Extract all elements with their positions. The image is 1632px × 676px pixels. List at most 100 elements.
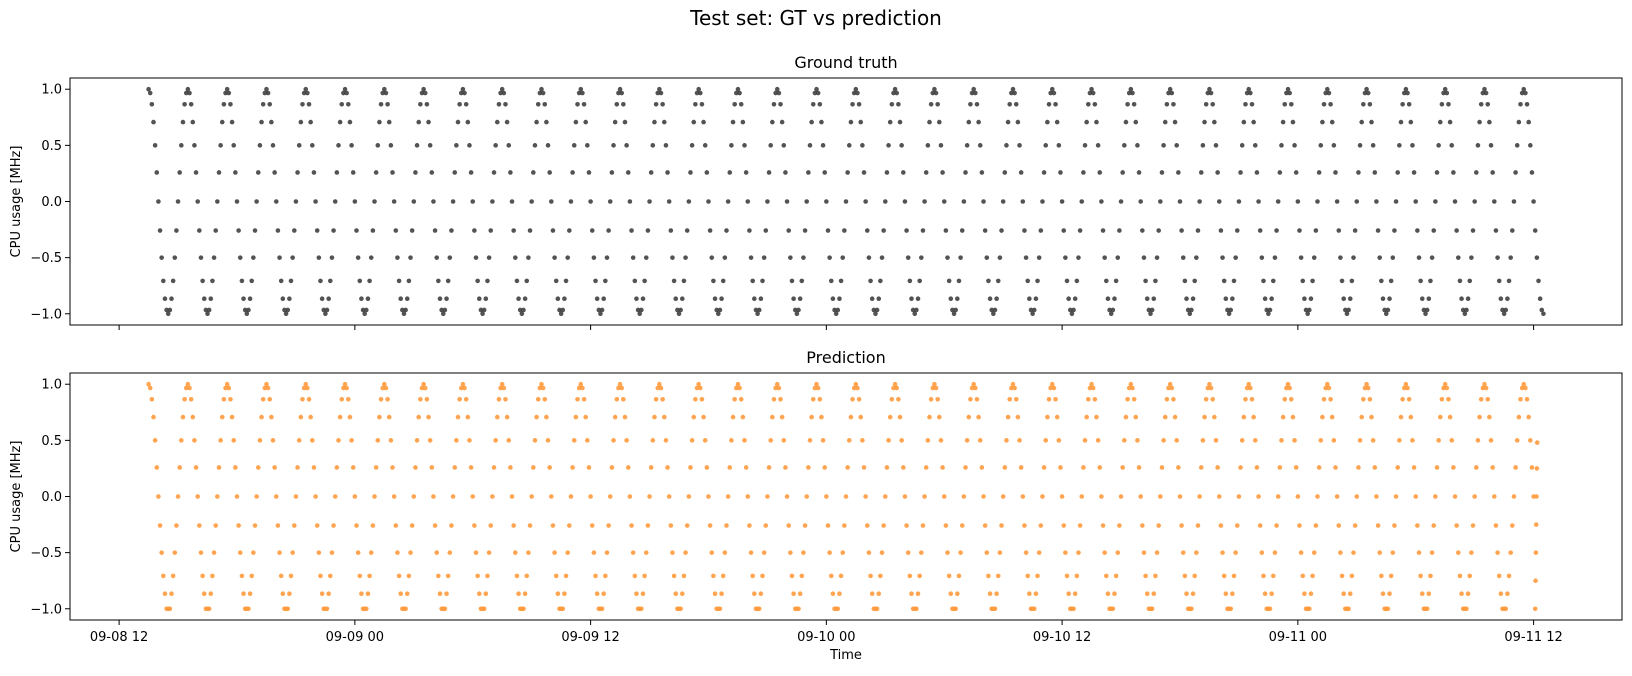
data-point bbox=[229, 119, 235, 125]
data-point bbox=[1524, 101, 1530, 107]
data-point bbox=[560, 307, 566, 313]
data-point bbox=[1136, 170, 1142, 175]
data-point bbox=[670, 550, 675, 555]
data-point bbox=[1411, 465, 1417, 470]
data-point bbox=[922, 494, 927, 499]
data-point bbox=[804, 494, 810, 499]
data-point bbox=[272, 170, 277, 175]
data-point bbox=[1063, 550, 1068, 555]
data-point bbox=[966, 414, 972, 420]
data-point bbox=[237, 550, 243, 555]
data-point bbox=[1051, 385, 1057, 391]
data-point bbox=[195, 199, 200, 204]
data-point bbox=[635, 307, 641, 313]
data-point bbox=[976, 414, 981, 420]
data-point bbox=[1295, 199, 1301, 204]
data-point bbox=[806, 170, 811, 175]
data-point bbox=[262, 90, 268, 96]
data-point bbox=[175, 199, 181, 204]
data-point bbox=[1049, 86, 1055, 92]
data-point bbox=[445, 573, 451, 579]
data-point bbox=[1284, 90, 1289, 96]
data-point bbox=[830, 296, 836, 302]
data-point bbox=[1505, 591, 1510, 597]
data-point bbox=[729, 438, 734, 443]
data-point bbox=[1464, 606, 1469, 612]
data-point bbox=[897, 414, 903, 420]
data-point bbox=[675, 307, 680, 313]
data-point bbox=[671, 278, 677, 284]
data-point bbox=[1532, 606, 1538, 612]
data-point bbox=[747, 228, 752, 233]
data-point bbox=[1323, 90, 1328, 96]
data-point bbox=[203, 307, 209, 313]
data-point bbox=[1405, 385, 1410, 391]
data-point bbox=[1475, 438, 1481, 443]
data-point bbox=[1365, 90, 1371, 96]
data-point bbox=[1059, 494, 1065, 499]
data-point bbox=[1328, 101, 1333, 107]
data-point bbox=[1248, 385, 1253, 391]
data-point bbox=[377, 119, 382, 125]
data-point bbox=[629, 228, 634, 233]
data-point bbox=[725, 199, 731, 204]
data-point bbox=[305, 385, 310, 391]
data-point bbox=[1475, 143, 1481, 148]
data-point bbox=[403, 606, 408, 612]
data-point bbox=[503, 101, 508, 107]
data-point bbox=[1400, 396, 1405, 402]
data-point bbox=[625, 170, 631, 175]
data-point bbox=[535, 396, 541, 402]
data-point bbox=[789, 573, 795, 579]
data-point bbox=[350, 170, 356, 175]
data-point bbox=[233, 170, 238, 175]
data-point bbox=[1446, 101, 1451, 107]
data-point bbox=[1320, 414, 1325, 420]
data-point bbox=[1274, 523, 1279, 528]
data-point bbox=[581, 396, 587, 402]
data-point bbox=[722, 255, 728, 260]
data-point bbox=[260, 396, 266, 402]
data-point bbox=[185, 86, 191, 92]
data-point bbox=[940, 465, 945, 470]
data-point bbox=[1477, 119, 1482, 125]
data-point bbox=[215, 199, 220, 204]
data-point bbox=[221, 396, 227, 402]
data-point bbox=[319, 591, 325, 597]
data-point bbox=[997, 550, 1003, 555]
x-tick-label: 09-10 12 bbox=[1033, 630, 1091, 645]
data-point bbox=[969, 90, 975, 96]
data-point bbox=[1118, 199, 1124, 204]
data-point bbox=[871, 307, 877, 313]
data-point bbox=[932, 86, 937, 92]
data-point bbox=[989, 307, 994, 313]
data-point bbox=[1071, 606, 1076, 612]
data-point bbox=[468, 170, 474, 175]
data-point bbox=[953, 307, 958, 313]
data-point bbox=[832, 307, 837, 313]
data-point bbox=[820, 438, 826, 443]
data-point bbox=[454, 438, 459, 443]
data-point bbox=[1189, 307, 1194, 313]
data-point bbox=[576, 90, 582, 96]
data-point bbox=[1326, 90, 1332, 96]
data-point bbox=[594, 296, 600, 302]
data-point bbox=[339, 396, 345, 402]
data-point bbox=[1287, 385, 1292, 391]
data-point bbox=[285, 606, 291, 612]
x-axis-label: Time bbox=[829, 648, 862, 663]
data-point bbox=[272, 465, 277, 470]
data-point bbox=[336, 143, 341, 148]
data-point bbox=[986, 573, 991, 579]
data-point bbox=[621, 101, 626, 107]
data-point bbox=[300, 101, 305, 107]
x-tick-label: 09-09 12 bbox=[561, 630, 619, 645]
data-point bbox=[1074, 278, 1080, 284]
data-point bbox=[838, 278, 844, 284]
data-point bbox=[1046, 101, 1052, 107]
data-point bbox=[652, 414, 657, 420]
data-point bbox=[946, 573, 952, 579]
data-point bbox=[1018, 170, 1024, 175]
data-point bbox=[1179, 523, 1184, 528]
data-point bbox=[416, 119, 422, 125]
